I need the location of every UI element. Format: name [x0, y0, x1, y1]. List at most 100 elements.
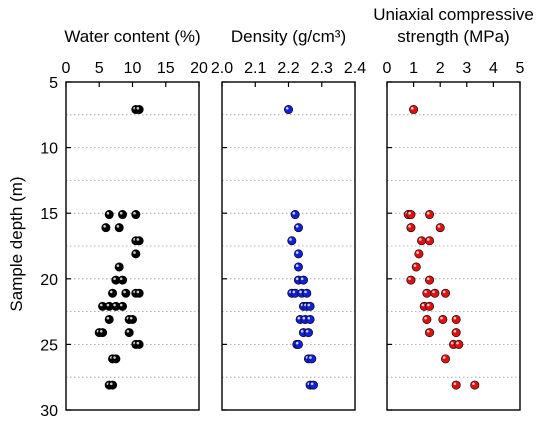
point-highlight	[126, 329, 130, 333]
point-highlight	[421, 303, 425, 307]
panel-title: Uniaxial compressive	[373, 5, 534, 24]
point-highlight	[424, 290, 427, 294]
panel-water: 0 5 10 15 20 Water content (%)	[62, 27, 208, 411]
point-highlight	[310, 382, 314, 386]
data-point	[293, 262, 303, 272]
point-highlight	[109, 290, 113, 294]
point-highlight	[304, 290, 307, 294]
data-point	[104, 314, 114, 324]
point-highlight	[103, 225, 106, 228]
data-point	[406, 275, 416, 285]
point-highlight	[109, 382, 113, 386]
x-tick-label: 2.0	[211, 60, 233, 77]
panel-title: Density (g/cm³)	[231, 27, 346, 46]
data-point	[134, 339, 144, 349]
panel-title: Water content (%)	[64, 27, 200, 46]
x-tick-label: 20	[190, 60, 208, 77]
point-highlight	[99, 303, 103, 307]
y-tick-label: 20	[40, 272, 58, 289]
y-axis-label: Sample depth (m)	[7, 176, 26, 311]
point-highlight	[119, 277, 123, 281]
point-highlight	[411, 106, 414, 110]
x-tick-label: 10	[124, 60, 142, 77]
data-point	[438, 314, 448, 324]
point-highlight	[424, 316, 427, 320]
data-point	[422, 314, 432, 324]
data-point	[118, 301, 128, 311]
point-highlight	[113, 277, 116, 281]
x-tick-label: 2	[436, 60, 445, 77]
x-tick-label: 4	[489, 60, 498, 77]
point-highlight	[408, 211, 411, 215]
point-highlight	[295, 251, 299, 254]
data-point	[290, 210, 300, 220]
point-highlight	[136, 290, 140, 294]
x-tick-label: 3	[462, 60, 471, 77]
data-point	[111, 354, 121, 364]
data-point	[451, 328, 461, 338]
data-point	[134, 236, 144, 246]
point-highlight	[119, 303, 123, 307]
data-point	[425, 236, 435, 246]
data-point	[451, 380, 461, 390]
data-point	[104, 210, 114, 220]
point-highlight	[426, 277, 430, 281]
data-point	[108, 380, 118, 390]
data-point	[293, 339, 303, 349]
point-highlight	[432, 290, 435, 294]
panel-frame	[386, 81, 521, 411]
data-point	[131, 210, 141, 220]
data-point	[406, 210, 416, 220]
point-highlight	[418, 238, 422, 241]
point-highlight	[292, 290, 296, 294]
point-highlight	[453, 382, 457, 386]
data-point	[114, 223, 124, 233]
data-point	[98, 328, 108, 338]
data-point	[134, 105, 144, 115]
data-point	[118, 275, 128, 285]
data-point	[425, 275, 435, 285]
point-highlight	[416, 251, 419, 254]
point-highlight	[426, 329, 430, 333]
point-highlight	[116, 264, 120, 267]
data-point	[451, 314, 461, 324]
point-highlight	[292, 211, 296, 215]
data-point	[128, 314, 138, 324]
y-tick-label: 30	[40, 403, 58, 420]
point-highlight	[456, 341, 459, 345]
panel-title: strength (MPa)	[397, 27, 509, 46]
point-highlight	[297, 316, 301, 320]
data-point	[409, 105, 419, 115]
data-point	[302, 288, 312, 298]
point-highlight	[106, 316, 110, 320]
data-point	[454, 339, 464, 349]
data-point	[307, 354, 317, 364]
point-highlight	[289, 238, 292, 241]
point-highlight	[300, 329, 304, 333]
point-highlight	[106, 303, 110, 307]
y-tick-label: 10	[40, 141, 58, 158]
data-point	[121, 288, 131, 298]
data-point	[124, 328, 134, 338]
data-point	[118, 210, 128, 220]
point-highlight	[437, 225, 441, 228]
point-highlight	[426, 211, 430, 215]
point-highlight	[129, 316, 133, 320]
point-highlight	[136, 341, 140, 345]
point-highlight	[136, 106, 140, 110]
x-tick-label: 1	[409, 60, 418, 77]
point-highlight	[472, 382, 475, 386]
data-point	[131, 249, 141, 259]
y-tick-label: 25	[40, 337, 58, 354]
panel-density: 2.0 2.1 2.2 2.3 2.4 Density (g/cm³)	[211, 27, 366, 411]
point-highlight	[413, 264, 417, 267]
point-highlight	[295, 264, 299, 267]
data-point	[114, 262, 124, 272]
x-tick-label: 15	[157, 60, 175, 77]
data-point	[422, 288, 432, 298]
point-highlight	[440, 316, 443, 320]
point-highlight	[300, 277, 304, 281]
